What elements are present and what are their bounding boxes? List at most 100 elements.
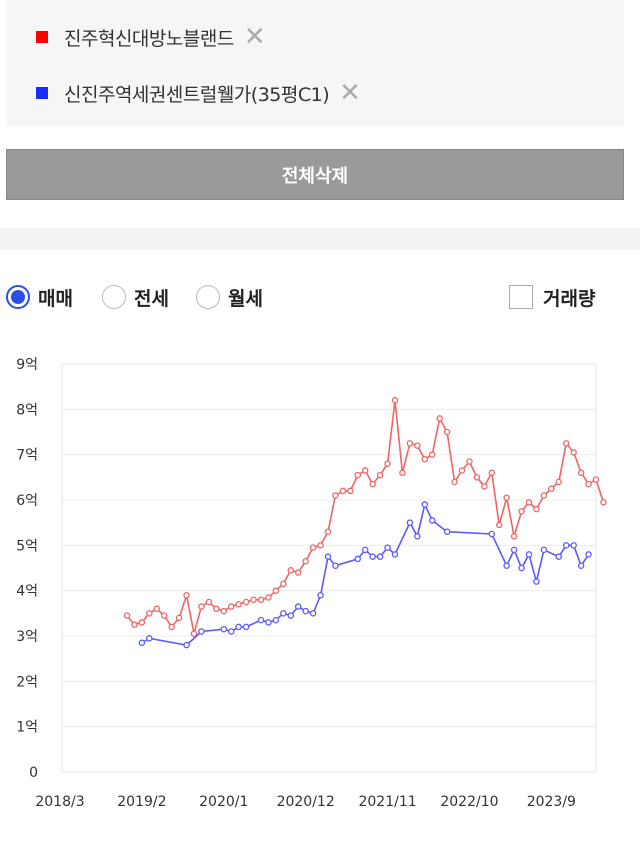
radio-label: 매매	[38, 287, 73, 310]
data-point	[235, 601, 242, 608]
section-divider	[0, 228, 640, 250]
data-point	[577, 469, 585, 477]
data-point	[414, 533, 421, 540]
data-point	[287, 612, 295, 619]
data-point	[332, 562, 339, 569]
data-point	[227, 603, 235, 610]
radio-selected-icon	[6, 285, 30, 309]
data-point	[577, 562, 585, 569]
legend-label: 신진주역세권센트럴웰가(35평C1)	[64, 83, 330, 106]
data-point	[347, 487, 354, 495]
data-point	[414, 442, 421, 449]
y-tick-label: 2억	[16, 674, 38, 690]
legend-item-central-wellga: 신진주역세권센트럴웰가(35평C1) ✕	[36, 78, 361, 108]
data-point	[287, 567, 295, 574]
data-point	[198, 603, 205, 610]
data-point	[570, 542, 577, 549]
remove-icon[interactable]: ✕	[339, 78, 361, 108]
data-point	[302, 607, 309, 615]
data-point	[421, 455, 429, 463]
data-point	[175, 614, 183, 622]
data-point	[421, 501, 429, 508]
y-tick-label: 4억	[16, 584, 38, 600]
data-point	[384, 460, 391, 467]
data-point	[570, 449, 577, 456]
data-point	[242, 598, 250, 606]
y-tick-label: 0	[29, 765, 38, 781]
data-point	[294, 603, 302, 610]
data-point	[317, 542, 324, 549]
data-point	[138, 639, 146, 647]
data-point	[146, 610, 153, 617]
remove-icon[interactable]: ✕	[243, 22, 266, 52]
data-point	[257, 596, 265, 603]
series-line	[141, 502, 590, 646]
radio-monthly-rent[interactable]: 월세	[196, 282, 263, 312]
data-point	[376, 471, 384, 479]
data-point	[227, 628, 235, 635]
data-point	[510, 546, 518, 554]
data-point	[518, 564, 525, 572]
y-tick-label: 5억	[16, 538, 38, 554]
data-point	[384, 544, 391, 551]
data-point	[235, 623, 242, 631]
radio-icon	[102, 285, 126, 309]
radio-label: 월세	[228, 287, 263, 310]
data-point	[220, 607, 228, 615]
data-point	[265, 594, 272, 601]
y-tick-label: 9억	[16, 357, 38, 373]
data-point	[443, 428, 451, 436]
data-point	[451, 478, 458, 486]
data-point	[361, 546, 369, 554]
data-point	[443, 528, 451, 535]
data-point	[436, 415, 443, 422]
data-point	[138, 619, 146, 626]
data-point	[361, 467, 369, 474]
data-point	[466, 458, 473, 465]
legend-swatch	[36, 87, 48, 99]
legend-label: 진주혁신대방노블랜드	[64, 27, 234, 50]
data-point	[518, 508, 525, 515]
data-point	[548, 485, 555, 492]
data-point	[146, 635, 153, 642]
data-point	[533, 505, 540, 513]
data-point	[369, 480, 376, 488]
data-point	[399, 469, 406, 477]
legend-item-noble-land: 진주혁신대방노블랜드 ✕	[36, 22, 266, 52]
radio-sale[interactable]: 매매	[6, 282, 73, 312]
data-point	[183, 641, 190, 649]
x-tick-label: 2018/3	[35, 794, 84, 810]
data-point	[339, 487, 347, 495]
data-point	[220, 625, 228, 633]
data-point	[131, 621, 138, 628]
y-tick-label: 1억	[16, 720, 38, 736]
data-point	[369, 553, 376, 560]
x-tick-label: 2023/9	[527, 794, 576, 810]
x-tick-label: 2019/2	[117, 794, 166, 810]
data-point	[555, 478, 563, 486]
data-point	[153, 605, 161, 613]
radio-icon	[196, 285, 220, 309]
data-point	[190, 630, 198, 637]
selected-complexes-panel: 진주혁신대방노블랜드 ✕ 신진주역세권센트럴웰가(35평C1) ✕	[6, 0, 624, 126]
y-tick-label: 6억	[16, 493, 38, 509]
data-point	[406, 519, 414, 526]
data-point	[562, 542, 570, 549]
radio-jeonse[interactable]: 전세	[102, 282, 169, 312]
data-point	[272, 616, 280, 624]
volume-checkbox[interactable]: 거래량	[509, 282, 595, 312]
delete-all-button[interactable]: 전체삭제	[6, 149, 624, 200]
data-point	[540, 546, 548, 554]
data-point	[495, 521, 503, 529]
data-point	[585, 480, 592, 488]
data-point	[272, 587, 280, 594]
data-point	[391, 397, 399, 404]
data-point	[540, 492, 548, 499]
data-point	[294, 569, 302, 576]
data-point	[525, 551, 533, 558]
data-point	[533, 578, 540, 585]
data-point	[354, 471, 362, 479]
price-chart: 0 1억 2억 3억 4억 5억 6억 7억 8억 9억 2018/3 2019/2 2020/1 202…	[16, 357, 607, 810]
plot-frame	[61, 363, 597, 773]
data-point	[510, 533, 518, 540]
